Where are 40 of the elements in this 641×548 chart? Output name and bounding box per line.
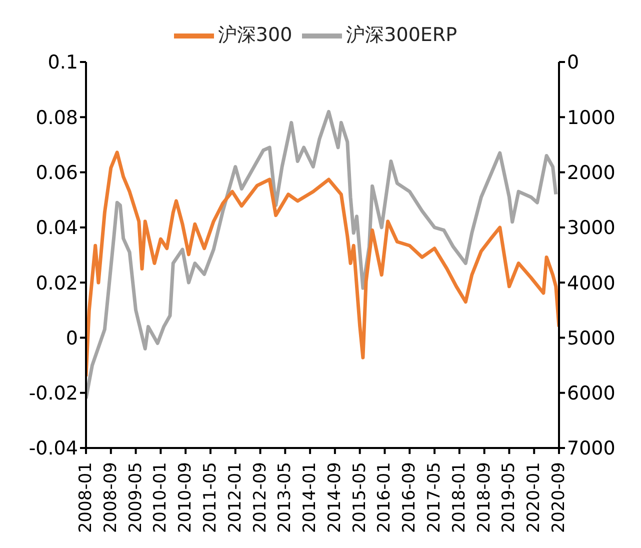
line-series xyxy=(86,110,558,400)
y2-tick-label: 1000 xyxy=(567,106,616,129)
legend-label: 沪深300 xyxy=(218,24,292,46)
x-tick-label: 2020-01 xyxy=(524,462,544,534)
x-tick-label: 2011-05 xyxy=(200,462,220,534)
x-tick-label: 2020-09 xyxy=(549,462,569,534)
x-tick-label: 2016-01 xyxy=(374,462,395,534)
y2-tick-label: 6000 xyxy=(567,382,616,405)
y-tick-label: 0.1 xyxy=(48,52,78,74)
y-tick-label: 0 xyxy=(66,327,78,350)
y2-tick-label: 3000 xyxy=(567,217,616,240)
x-tick-label: 2015-05 xyxy=(350,462,370,534)
x-tick-label: 2010-01 xyxy=(150,462,171,534)
x-tick-label: 2012-01 xyxy=(225,462,246,534)
x-tick-label: 2013-05 xyxy=(275,462,296,534)
y-tick-label: -0.04 xyxy=(28,438,78,460)
x-tick-label: 2008-09 xyxy=(100,462,121,534)
x-tick-label: 2010-09 xyxy=(176,462,196,534)
legend-label: 沪深300ERP xyxy=(346,24,458,46)
line-series xyxy=(86,150,559,378)
y2-tick-label: 0 xyxy=(567,52,580,74)
x-tick-label: 2019-05 xyxy=(499,462,520,534)
y-tick-label: 0.06 xyxy=(36,162,78,184)
y-tick-label: 0.04 xyxy=(36,217,78,240)
x-tick-label: 2012-09 xyxy=(250,462,270,534)
y-tick-label: 0.08 xyxy=(36,106,78,129)
y2-tick-label: 2000 xyxy=(567,162,616,184)
y-tick-label: -0.02 xyxy=(28,382,78,405)
x-tick-label: 2018-01 xyxy=(449,462,470,534)
y2-tick-label: 7000 xyxy=(567,438,616,460)
x-tick-label: 2017-05 xyxy=(424,462,445,534)
x-tick-label: 2008-01 xyxy=(76,462,96,534)
y2-tick-label: 4000 xyxy=(567,272,616,294)
x-tick-label: 2014-01 xyxy=(300,462,320,534)
y-tick-label: 0.02 xyxy=(36,272,78,294)
x-tick-label: 2018-09 xyxy=(474,462,494,534)
y2-tick-label: 5000 xyxy=(567,327,616,350)
x-tick-label: 2016-09 xyxy=(400,462,420,534)
x-tick-label: 2014-09 xyxy=(324,462,345,534)
x-tick-label: 2009-05 xyxy=(126,462,146,534)
